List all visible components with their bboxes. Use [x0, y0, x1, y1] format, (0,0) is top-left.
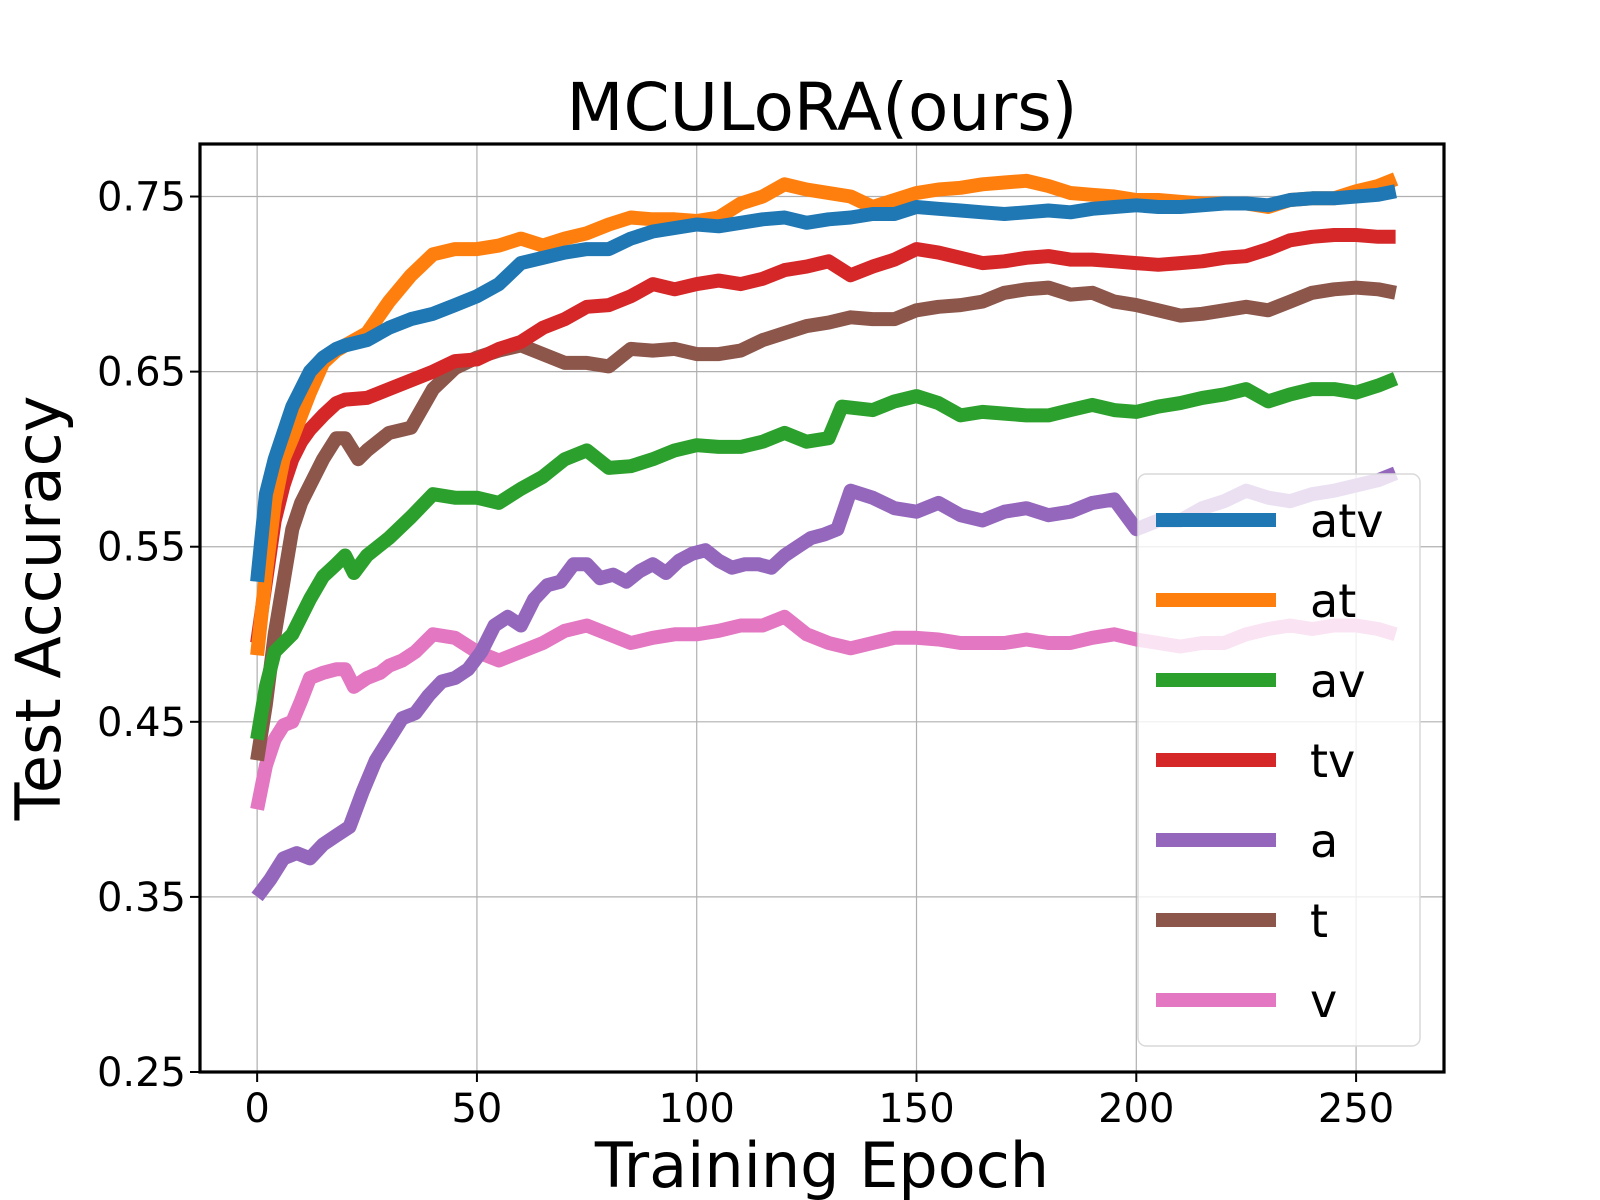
y-tick-label: 0.65: [97, 350, 186, 396]
y-tick-label: 0.35: [97, 875, 186, 921]
legend-label-av: av: [1310, 654, 1365, 708]
x-axis-title: Training Epoch: [594, 1129, 1049, 1200]
x-tick-label: 50: [451, 1086, 502, 1132]
legend-label-at: at: [1310, 574, 1356, 628]
y-tick-label: 0.45: [97, 700, 186, 746]
legend-label-a: a: [1310, 814, 1338, 868]
x-tick-label: 200: [1098, 1086, 1174, 1132]
legend-label-tv: tv: [1310, 734, 1355, 788]
y-axis-title: Test Accuracy: [2, 396, 75, 822]
plot-frame: [198, 142, 1446, 1074]
x-tick-label: 150: [878, 1086, 954, 1132]
x-tick-label: 0: [244, 1086, 269, 1132]
legend-label-v: v: [1310, 974, 1337, 1028]
y-tick-label: 0.55: [97, 525, 186, 571]
y-axis-ticks: 0.25 0.35 0.45 0.55 0.65 0.75: [97, 175, 200, 1096]
series-layer: [250, 172, 1399, 902]
x-tick-label: 100: [659, 1086, 735, 1132]
legend-box: [1137, 473, 1421, 1047]
y-tick-label: 0.75: [97, 175, 186, 221]
legend-label-atv: atv: [1310, 494, 1383, 548]
series-line-t: [250, 280, 1397, 762]
x-tick-label: 250: [1318, 1086, 1394, 1132]
y-tick-label: 0.25: [97, 1050, 186, 1096]
series-line-tv: [250, 228, 1396, 644]
chart-title: MCULoRA(ours): [567, 69, 1078, 146]
x-axis-ticks: 0 50 100 150 200 250: [244, 1072, 1394, 1132]
series-line-atv: [250, 184, 1397, 583]
legend-label-t: t: [1310, 894, 1328, 948]
series-line-av: [250, 372, 1399, 741]
